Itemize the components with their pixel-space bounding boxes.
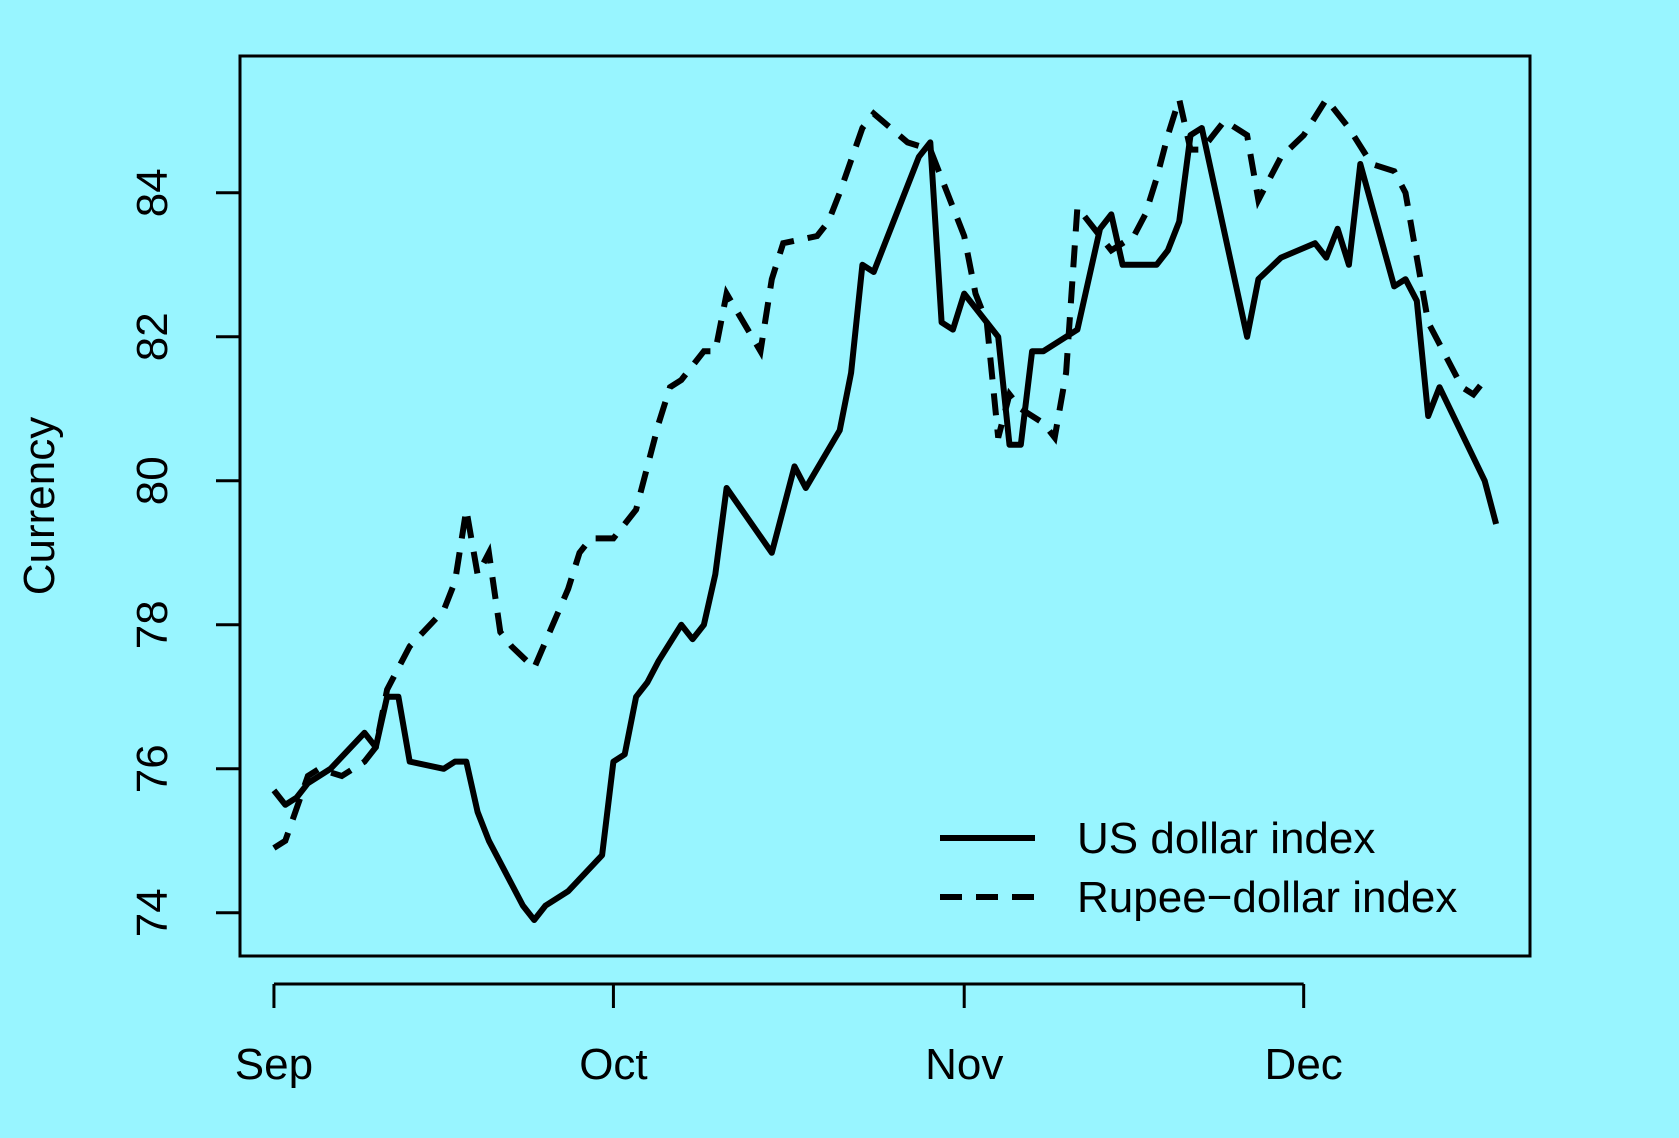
- y-tick-label-74: 74: [128, 888, 177, 937]
- x-tick-label-sep: Sep: [235, 1040, 313, 1089]
- plot-frame: [238, 54, 1532, 958]
- y-tick-label-82: 82: [128, 312, 177, 361]
- y-axis: 74 76 78 80 82 84: [128, 168, 240, 937]
- x-tick-label-dec: Dec: [1265, 1040, 1343, 1089]
- x-tick-label-oct: Oct: [579, 1040, 647, 1089]
- y-tick-label-84: 84: [128, 168, 177, 217]
- legend-label-us-dollar-index: US dollar index: [1077, 814, 1375, 863]
- series-layer: [271, 87, 1500, 923]
- y-tick-label-80: 80: [128, 456, 177, 505]
- y-tick-label-78: 78: [128, 600, 177, 649]
- y-axis-label: Currency: [15, 417, 64, 596]
- x-axis: Sep Oct Nov Dec: [235, 982, 1343, 1089]
- legend: US dollar index Rupee−dollar index: [940, 814, 1457, 922]
- y-tick-label-76: 76: [128, 744, 177, 793]
- series-line-us-dollar-index: [271, 125, 1500, 923]
- legend-label-rupee-dollar-index: Rupee−dollar index: [1077, 873, 1457, 922]
- x-tick-label-nov: Nov: [925, 1040, 1003, 1089]
